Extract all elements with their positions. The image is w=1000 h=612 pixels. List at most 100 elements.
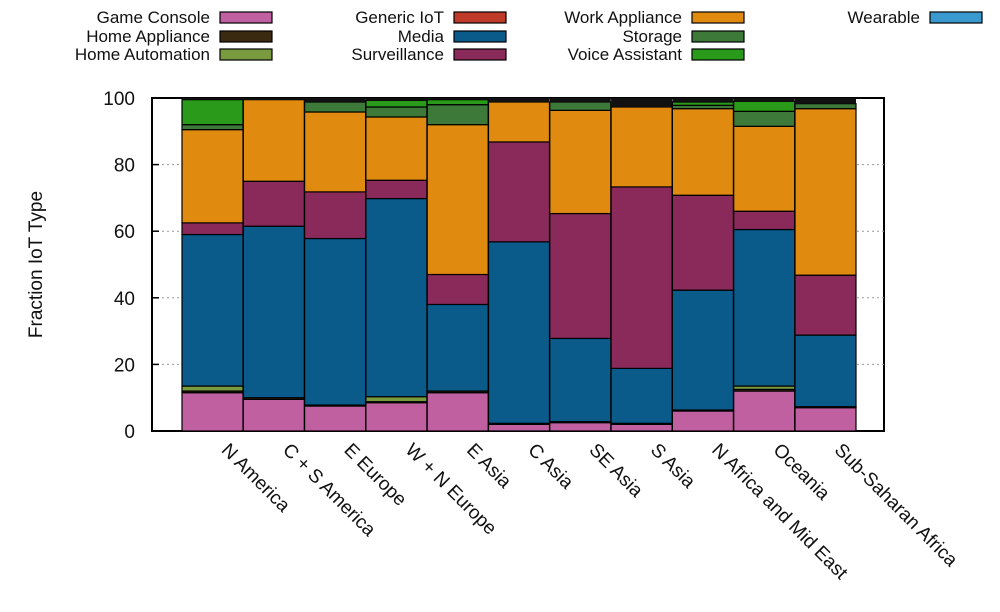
bar-segment-media <box>426 303 489 392</box>
bar-segment-storage <box>304 101 367 113</box>
bar-segment-surveillance <box>610 186 673 369</box>
bars <box>181 98 857 432</box>
bar-stack-c-asia <box>487 98 551 432</box>
x-tick-label: E Asia <box>462 440 515 493</box>
bar-segment-remainder <box>549 98 611 102</box>
bar-segment-storage <box>426 104 489 126</box>
y-axis-ticks: 0 20 40 60 80 100 <box>103 89 159 443</box>
legend-swatch <box>219 48 273 61</box>
bar-segment-work-appliance <box>549 109 612 215</box>
bar-segment-work-appliance <box>487 101 551 143</box>
bar-segment-work-appliance <box>242 99 305 182</box>
y-tick-label: 40 <box>114 289 135 310</box>
bar-segment-surveillance <box>733 210 796 231</box>
bar-segment-voice-assistant <box>365 99 428 108</box>
bar-segment-remainder <box>795 98 856 104</box>
x-tick-label: Sub-Saharan Africa <box>830 440 962 572</box>
legend-label: Storage <box>622 27 682 46</box>
bar-segment-remainder <box>488 98 550 102</box>
bar-segment-surveillance <box>487 141 551 243</box>
bar-segment-storage <box>365 106 428 118</box>
legend-label: Work Appliance <box>564 8 682 27</box>
bar-segment-media <box>242 225 305 399</box>
bar-segment-game-console <box>304 405 367 432</box>
legend-label: Home Appliance <box>86 27 210 46</box>
bar-segment-work-appliance <box>426 124 489 276</box>
y-tick-label: 80 <box>114 156 135 177</box>
bar-segment-media <box>733 228 796 387</box>
bar-segment-media <box>794 334 857 408</box>
bar-segment-remainder <box>427 98 489 100</box>
bar-segment-remainder <box>733 98 795 102</box>
legend-swatch <box>691 11 745 24</box>
y-tick-label: 100 <box>103 89 135 110</box>
legend-swatch <box>691 48 745 61</box>
bar-segment-media <box>610 367 673 424</box>
bar-segment-home-automation <box>181 385 244 392</box>
legend-swatch <box>929 11 983 24</box>
bar-segment-home-automation <box>365 396 428 403</box>
bar-stack-n-america <box>181 98 244 432</box>
legend-label: Generic IoT <box>355 8 444 27</box>
bar-segment-work-appliance <box>304 111 367 193</box>
bar-segment-work-appliance <box>181 129 244 224</box>
bar-segment-remainder <box>672 98 734 102</box>
bar-segment-game-console <box>549 422 612 432</box>
bar-segment-surveillance <box>242 180 305 227</box>
bar-stack-e-europe <box>304 98 367 432</box>
bar-segment-media <box>671 289 735 411</box>
legend-swatch <box>691 30 745 43</box>
bar-segment-surveillance <box>426 273 489 306</box>
bar-segment-remainder <box>611 98 673 107</box>
y-tick-label: 0 <box>124 422 135 443</box>
legend-item-work-appliance: Work Appliance <box>564 8 745 27</box>
bar-segment-voice-assistant <box>426 99 489 106</box>
legend-item-wearable: Wearable <box>848 8 983 27</box>
bar-segment-storage <box>549 101 612 111</box>
bar-stack-se-asia <box>549 98 612 432</box>
legend-swatch <box>453 30 507 43</box>
bar-segment-game-console <box>426 392 489 432</box>
x-tick-label: S Asia <box>646 440 699 493</box>
bar-segment-media <box>181 233 244 387</box>
bar-stack-c-s-america <box>242 98 305 432</box>
bar-segment-work-appliance <box>610 106 673 188</box>
legend-label: Surveillance <box>351 45 444 64</box>
legend-label: Game Console <box>97 8 210 27</box>
bar-segment-storage <box>181 124 244 131</box>
bar-segment-surveillance <box>365 179 428 200</box>
bar-segment-surveillance <box>549 212 612 340</box>
legend-item-home-automation: Home Automation <box>75 45 273 64</box>
bar-segment-work-appliance <box>365 116 428 181</box>
bar-segment-media <box>487 241 551 424</box>
bar-segment-voice-assistant <box>733 100 796 112</box>
legend-item-surveillance: Surveillance <box>351 45 507 64</box>
bar-stack-s-asia <box>610 98 673 432</box>
x-tick-label: C Asia <box>523 440 577 494</box>
bar-segment-work-appliance <box>733 125 796 212</box>
bar-segment-storage <box>733 110 796 127</box>
bar-segment-game-console <box>365 402 428 432</box>
legend-item-home-appliance: Home Appliance <box>86 27 273 46</box>
legend-item-generic-iot: Generic IoT <box>355 8 507 27</box>
bar-segment-game-console <box>610 423 673 432</box>
legend-label: Home Automation <box>75 45 210 64</box>
legend-swatch <box>219 30 273 43</box>
legend-swatch <box>453 48 507 61</box>
legend-item-storage: Storage <box>622 27 745 46</box>
bar-stack-e-asia <box>426 98 489 432</box>
legend-swatch <box>453 11 507 24</box>
bar-segment-voice-assistant <box>181 99 244 126</box>
y-axis-title: Fraction IoT Type <box>26 191 47 338</box>
bar-segment-game-console <box>733 390 796 432</box>
bar-segment-game-console <box>181 392 244 432</box>
x-tick-label: SE Asia <box>585 440 647 502</box>
y-tick-label: 60 <box>114 222 135 243</box>
legend-item-voice-assistant: Voice Assistant <box>568 45 745 64</box>
legend-item-media: Media <box>398 27 507 46</box>
y-tick-label: 20 <box>114 355 135 376</box>
